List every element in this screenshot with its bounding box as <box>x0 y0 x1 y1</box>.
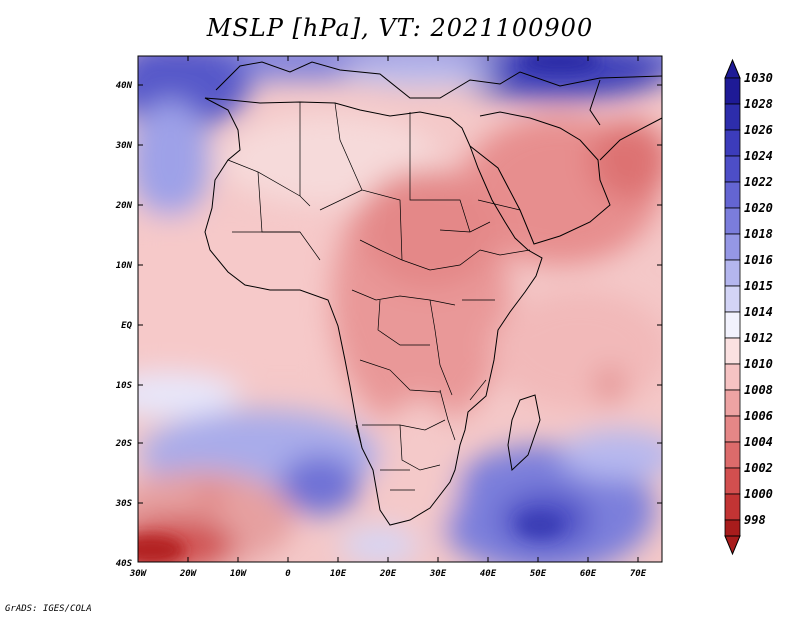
pressure-field <box>138 56 662 562</box>
lon-label: 20E <box>379 569 397 579</box>
colorbar-label: 1002 <box>744 461 773 475</box>
colorbar-label: 1012 <box>744 331 773 345</box>
lat-label: 30S <box>115 499 133 509</box>
lat-label: 40N <box>116 81 133 91</box>
colorbar-label: 1014 <box>744 305 773 319</box>
lon-label: 10E <box>330 569 347 579</box>
coastlines <box>204 61 662 526</box>
lon-label: 40E <box>480 569 497 579</box>
lon-label: 70E <box>630 569 647 579</box>
colorbar-label: 1018 <box>744 227 773 241</box>
colorbar-swatch <box>724 285 741 313</box>
colorbar-label: 1020 <box>744 201 773 215</box>
colorbar-label: 1015 <box>744 279 773 293</box>
colorbar-bottom-arrow <box>724 535 741 556</box>
colorbar-label: 1000 <box>744 487 773 501</box>
colorbar-swatch <box>724 519 741 537</box>
colorbar-swatch <box>724 259 741 287</box>
lon-label: 10W <box>230 569 248 579</box>
colorbar-swatch <box>724 103 741 131</box>
colorbar-label: 1030 <box>744 71 773 85</box>
colorbar-swatch <box>724 363 741 391</box>
colorbar-swatch <box>724 181 741 209</box>
lat-label: 10S <box>116 381 133 391</box>
colorbar-top-arrow <box>724 58 741 79</box>
colorbar: 1030 1028 1026 1024 1022 1020 1018 1016 1015 1014… <box>724 58 773 556</box>
lat-label: 30N <box>115 141 133 151</box>
latitude-axis: 40N 30N 20N 10N EQ 10S 20S 30S 40S <box>115 81 133 569</box>
lon-label: 60E <box>580 569 597 579</box>
colorbar-swatch <box>724 389 741 417</box>
lon-label: 30E <box>429 569 447 579</box>
map-title: MSLP [hPa], VT: 2021100900 <box>206 14 594 42</box>
colorbar-label: 998 <box>744 513 766 527</box>
country-borders <box>227 102 531 491</box>
colorbar-swatch <box>724 311 741 339</box>
colorbar-swatch <box>724 207 741 235</box>
colorbar-swatch <box>724 77 741 105</box>
colorbar-label: 1008 <box>744 383 773 397</box>
lat-label: EQ <box>121 321 132 331</box>
lon-label: 0 <box>285 569 291 579</box>
grads-credit: GrADS: IGES/COLA <box>5 604 92 614</box>
lat-label: 10N <box>116 261 133 271</box>
longitude-ticks <box>187 56 639 562</box>
lat-label: 20N <box>115 201 133 211</box>
map-frame <box>137 55 663 563</box>
colorbar-label: 1028 <box>744 97 773 111</box>
colorbar-label: 1024 <box>744 149 773 163</box>
colorbar-label: 1016 <box>744 253 773 267</box>
colorbar-swatch <box>724 155 741 183</box>
colorbar-swatch <box>724 441 741 469</box>
lon-label: 20W <box>179 569 198 579</box>
lon-label: 50E <box>530 569 547 579</box>
colorbar-label: 1022 <box>744 175 773 189</box>
colorbar-swatch <box>724 467 741 495</box>
colorbar-swatch <box>724 493 741 521</box>
lat-label: 20S <box>115 439 133 449</box>
longitude-axis: 30W 20W 10W 0 10E 20E 30E 40E 50E 60E 70… <box>129 569 647 579</box>
colorbar-swatch <box>724 233 741 261</box>
lat-label: 40S <box>116 559 133 569</box>
colorbar-label: 1004 <box>744 435 773 449</box>
colorbar-swatch <box>724 415 741 443</box>
lon-label: 30W <box>129 569 148 579</box>
colorbar-label: 1010 <box>744 357 773 371</box>
colorbar-swatch <box>724 129 741 157</box>
latitude-ticks <box>138 84 662 504</box>
colorbar-label: 1006 <box>744 409 773 423</box>
colorbar-label: 1026 <box>744 123 773 137</box>
colorbar-swatch <box>724 337 741 365</box>
